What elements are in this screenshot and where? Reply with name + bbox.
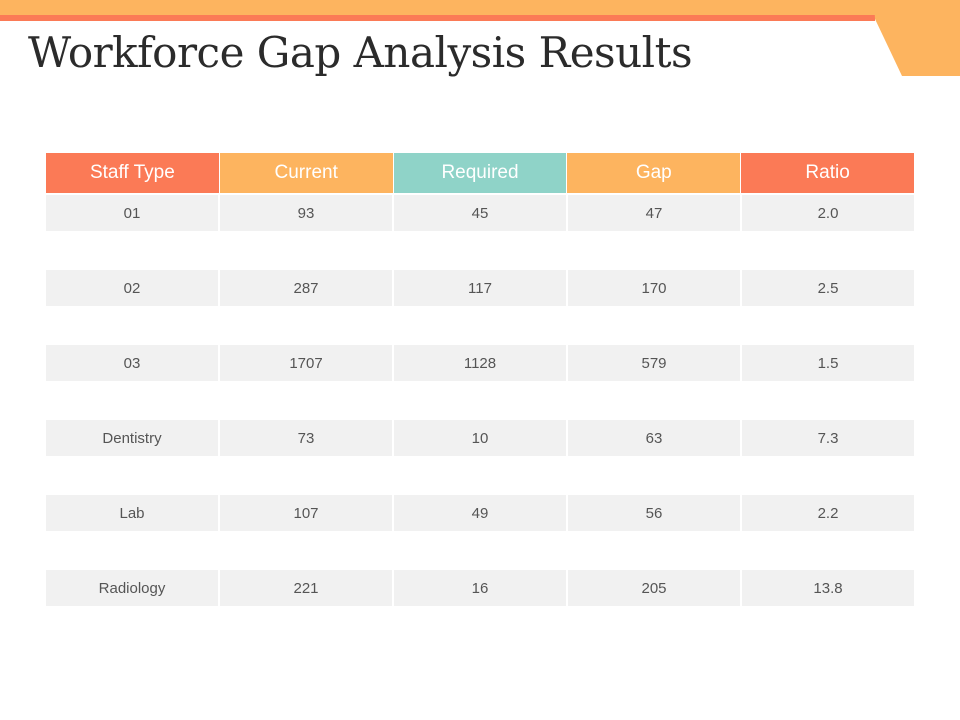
cell-current: 287 xyxy=(220,270,394,306)
cell-gap: 205 xyxy=(568,570,742,606)
cell-ratio: 13.8 xyxy=(742,570,914,606)
cell-ratio: 7.3 xyxy=(742,420,914,456)
cell-staff-type: 01 xyxy=(46,195,220,231)
top-accent-bar xyxy=(0,0,960,18)
cell-staff-type: Lab xyxy=(46,495,220,531)
cell-required: 49 xyxy=(394,495,568,531)
table-row: 02 287 117 170 2.5 xyxy=(46,270,914,306)
cell-current: 93 xyxy=(220,195,394,231)
cell-ratio: 2.2 xyxy=(742,495,914,531)
table-row: Lab 107 49 56 2.2 xyxy=(46,495,914,531)
header-required: Required xyxy=(393,153,568,193)
gap-analysis-table: Staff Type Current Required Gap Ratio 01… xyxy=(46,153,914,643)
cell-current: 107 xyxy=(220,495,394,531)
cell-staff-type: Dentistry xyxy=(46,420,220,456)
cell-required: 117 xyxy=(394,270,568,306)
table-row: Radiology 221 16 205 13.8 xyxy=(46,570,914,606)
cell-required: 45 xyxy=(394,195,568,231)
cell-gap: 170 xyxy=(568,270,742,306)
cell-gap: 56 xyxy=(568,495,742,531)
cell-staff-type: Radiology xyxy=(46,570,220,606)
table-row: Dentistry 73 10 63 7.3 xyxy=(46,420,914,456)
top-accent-line xyxy=(0,15,875,21)
cell-ratio: 1.5 xyxy=(742,345,914,381)
page-title: Workforce Gap Analysis Results xyxy=(28,28,693,77)
table-header-row: Staff Type Current Required Gap Ratio xyxy=(46,153,914,193)
cell-ratio: 2.0 xyxy=(742,195,914,231)
cell-staff-type: 03 xyxy=(46,345,220,381)
cell-staff-type: 02 xyxy=(46,270,220,306)
cell-ratio: 2.5 xyxy=(742,270,914,306)
table-row: 03 1707 1128 579 1.5 xyxy=(46,345,914,381)
cell-required: 10 xyxy=(394,420,568,456)
table-row: 01 93 45 47 2.0 xyxy=(46,195,914,231)
cell-current: 1707 xyxy=(220,345,394,381)
corner-accent-shape xyxy=(860,0,960,76)
cell-current: 221 xyxy=(220,570,394,606)
header-gap: Gap xyxy=(567,153,742,193)
cell-required: 16 xyxy=(394,570,568,606)
cell-gap: 63 xyxy=(568,420,742,456)
cell-required: 1128 xyxy=(394,345,568,381)
header-staff-type: Staff Type xyxy=(46,153,220,193)
cell-current: 73 xyxy=(220,420,394,456)
header-ratio: Ratio xyxy=(741,153,914,193)
table-body: 01 93 45 47 2.0 02 287 117 170 2.5 03 17… xyxy=(46,193,914,643)
cell-gap: 579 xyxy=(568,345,742,381)
cell-gap: 47 xyxy=(568,195,742,231)
header-current: Current xyxy=(219,153,394,193)
